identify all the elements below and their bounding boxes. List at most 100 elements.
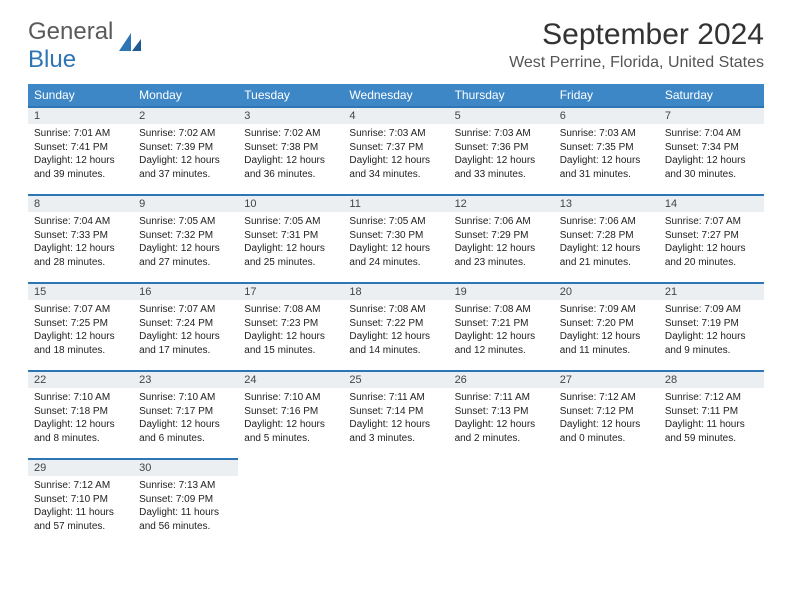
day-cell: 25Sunrise: 7:11 AMSunset: 7:14 PMDayligh… — [343, 370, 448, 458]
day-number: 27 — [554, 370, 659, 388]
day-details: Sunrise: 7:10 AMSunset: 7:18 PMDaylight:… — [28, 388, 133, 449]
day-details: Sunrise: 7:03 AMSunset: 7:35 PMDaylight:… — [554, 124, 659, 185]
day-number: 15 — [28, 282, 133, 300]
day-number: 13 — [554, 194, 659, 212]
day-details: Sunrise: 7:12 AMSunset: 7:11 PMDaylight:… — [659, 388, 764, 449]
logo-text: General Blue — [28, 18, 113, 74]
day-cell — [449, 458, 554, 546]
month-title: September 2024 — [509, 18, 764, 52]
day-cell: 1Sunrise: 7:01 AMSunset: 7:41 PMDaylight… — [28, 106, 133, 194]
day-number: 19 — [449, 282, 554, 300]
day-details: Sunrise: 7:04 AMSunset: 7:34 PMDaylight:… — [659, 124, 764, 185]
day-cell: 23Sunrise: 7:10 AMSunset: 7:17 PMDayligh… — [133, 370, 238, 458]
day-cell: 7Sunrise: 7:04 AMSunset: 7:34 PMDaylight… — [659, 106, 764, 194]
day-details: Sunrise: 7:09 AMSunset: 7:19 PMDaylight:… — [659, 300, 764, 361]
day-number: 12 — [449, 194, 554, 212]
weekday-header: Tuesday — [238, 84, 343, 106]
weekday-header: Saturday — [659, 84, 764, 106]
day-number: 6 — [554, 106, 659, 124]
day-cell: 15Sunrise: 7:07 AMSunset: 7:25 PMDayligh… — [28, 282, 133, 370]
weekday-header: Thursday — [449, 84, 554, 106]
day-details: Sunrise: 7:04 AMSunset: 7:33 PMDaylight:… — [28, 212, 133, 273]
day-number: 14 — [659, 194, 764, 212]
day-details: Sunrise: 7:09 AMSunset: 7:20 PMDaylight:… — [554, 300, 659, 361]
day-cell: 13Sunrise: 7:06 AMSunset: 7:28 PMDayligh… — [554, 194, 659, 282]
day-cell: 26Sunrise: 7:11 AMSunset: 7:13 PMDayligh… — [449, 370, 554, 458]
day-details: Sunrise: 7:08 AMSunset: 7:22 PMDaylight:… — [343, 300, 448, 361]
day-cell: 6Sunrise: 7:03 AMSunset: 7:35 PMDaylight… — [554, 106, 659, 194]
day-details: Sunrise: 7:02 AMSunset: 7:38 PMDaylight:… — [238, 124, 343, 185]
day-details: Sunrise: 7:07 AMSunset: 7:24 PMDaylight:… — [133, 300, 238, 361]
day-number: 2 — [133, 106, 238, 124]
day-cell — [343, 458, 448, 546]
day-cell: 10Sunrise: 7:05 AMSunset: 7:31 PMDayligh… — [238, 194, 343, 282]
day-number: 24 — [238, 370, 343, 388]
day-number: 10 — [238, 194, 343, 212]
day-number: 9 — [133, 194, 238, 212]
day-details: Sunrise: 7:12 AMSunset: 7:10 PMDaylight:… — [28, 476, 133, 537]
day-details: Sunrise: 7:11 AMSunset: 7:14 PMDaylight:… — [343, 388, 448, 449]
day-number: 23 — [133, 370, 238, 388]
day-number: 16 — [133, 282, 238, 300]
logo-sail-icon — [117, 31, 143, 58]
day-cell: 2Sunrise: 7:02 AMSunset: 7:39 PMDaylight… — [133, 106, 238, 194]
day-number: 21 — [659, 282, 764, 300]
day-details: Sunrise: 7:08 AMSunset: 7:21 PMDaylight:… — [449, 300, 554, 361]
day-cell: 27Sunrise: 7:12 AMSunset: 7:12 PMDayligh… — [554, 370, 659, 458]
day-number: 25 — [343, 370, 448, 388]
day-cell: 9Sunrise: 7:05 AMSunset: 7:32 PMDaylight… — [133, 194, 238, 282]
day-number: 8 — [28, 194, 133, 212]
day-details: Sunrise: 7:07 AMSunset: 7:25 PMDaylight:… — [28, 300, 133, 361]
day-number: 4 — [343, 106, 448, 124]
day-number: 20 — [554, 282, 659, 300]
day-details: Sunrise: 7:01 AMSunset: 7:41 PMDaylight:… — [28, 124, 133, 185]
day-details: Sunrise: 7:12 AMSunset: 7:12 PMDaylight:… — [554, 388, 659, 449]
day-cell: 20Sunrise: 7:09 AMSunset: 7:20 PMDayligh… — [554, 282, 659, 370]
day-details: Sunrise: 7:10 AMSunset: 7:16 PMDaylight:… — [238, 388, 343, 449]
day-cell: 4Sunrise: 7:03 AMSunset: 7:37 PMDaylight… — [343, 106, 448, 194]
day-details: Sunrise: 7:07 AMSunset: 7:27 PMDaylight:… — [659, 212, 764, 273]
weekday-header: Sunday — [28, 84, 133, 106]
day-cell: 30Sunrise: 7:13 AMSunset: 7:09 PMDayligh… — [133, 458, 238, 546]
day-number: 26 — [449, 370, 554, 388]
day-cell — [238, 458, 343, 546]
day-cell — [659, 458, 764, 546]
day-cell: 21Sunrise: 7:09 AMSunset: 7:19 PMDayligh… — [659, 282, 764, 370]
day-details: Sunrise: 7:02 AMSunset: 7:39 PMDaylight:… — [133, 124, 238, 185]
day-number: 3 — [238, 106, 343, 124]
day-cell: 16Sunrise: 7:07 AMSunset: 7:24 PMDayligh… — [133, 282, 238, 370]
logo-word2: Blue — [28, 46, 76, 73]
day-details: Sunrise: 7:05 AMSunset: 7:32 PMDaylight:… — [133, 212, 238, 273]
day-number: 22 — [28, 370, 133, 388]
day-number: 28 — [659, 370, 764, 388]
day-cell: 24Sunrise: 7:10 AMSunset: 7:16 PMDayligh… — [238, 370, 343, 458]
day-details: Sunrise: 7:13 AMSunset: 7:09 PMDaylight:… — [133, 476, 238, 537]
day-cell: 28Sunrise: 7:12 AMSunset: 7:11 PMDayligh… — [659, 370, 764, 458]
day-details: Sunrise: 7:05 AMSunset: 7:30 PMDaylight:… — [343, 212, 448, 273]
logo-word1: General — [28, 18, 113, 45]
day-cell: 8Sunrise: 7:04 AMSunset: 7:33 PMDaylight… — [28, 194, 133, 282]
day-details: Sunrise: 7:03 AMSunset: 7:37 PMDaylight:… — [343, 124, 448, 185]
day-number: 1 — [28, 106, 133, 124]
day-cell: 22Sunrise: 7:10 AMSunset: 7:18 PMDayligh… — [28, 370, 133, 458]
day-cell: 3Sunrise: 7:02 AMSunset: 7:38 PMDaylight… — [238, 106, 343, 194]
day-cell — [554, 458, 659, 546]
day-cell: 29Sunrise: 7:12 AMSunset: 7:10 PMDayligh… — [28, 458, 133, 546]
day-cell: 11Sunrise: 7:05 AMSunset: 7:30 PMDayligh… — [343, 194, 448, 282]
day-details: Sunrise: 7:05 AMSunset: 7:31 PMDaylight:… — [238, 212, 343, 273]
day-number: 30 — [133, 458, 238, 476]
day-cell: 19Sunrise: 7:08 AMSunset: 7:21 PMDayligh… — [449, 282, 554, 370]
day-details: Sunrise: 7:11 AMSunset: 7:13 PMDaylight:… — [449, 388, 554, 449]
day-number: 17 — [238, 282, 343, 300]
day-number: 7 — [659, 106, 764, 124]
logo: General Blue — [28, 18, 143, 74]
day-cell: 12Sunrise: 7:06 AMSunset: 7:29 PMDayligh… — [449, 194, 554, 282]
day-details: Sunrise: 7:10 AMSunset: 7:17 PMDaylight:… — [133, 388, 238, 449]
day-details: Sunrise: 7:08 AMSunset: 7:23 PMDaylight:… — [238, 300, 343, 361]
day-details: Sunrise: 7:06 AMSunset: 7:28 PMDaylight:… — [554, 212, 659, 273]
day-number: 5 — [449, 106, 554, 124]
day-number: 29 — [28, 458, 133, 476]
day-details: Sunrise: 7:06 AMSunset: 7:29 PMDaylight:… — [449, 212, 554, 273]
weekday-header: Friday — [554, 84, 659, 106]
day-cell: 5Sunrise: 7:03 AMSunset: 7:36 PMDaylight… — [449, 106, 554, 194]
